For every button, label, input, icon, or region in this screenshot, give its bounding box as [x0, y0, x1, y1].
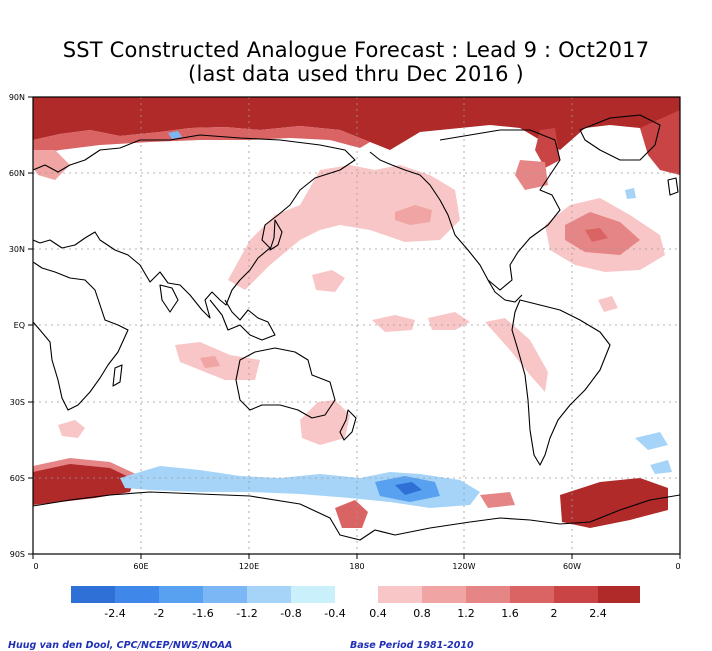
legend-label-neg-2: -2	[154, 607, 165, 620]
north-pacific-warm-anomaly	[228, 165, 460, 290]
legend-swatch-pos-4	[510, 586, 554, 603]
new-zealand-coastline	[339, 409, 357, 441]
south-america-coastline	[511, 299, 611, 466]
southern-ocean-warm-atlantic-sector	[33, 462, 135, 505]
lat-label-90s: 90S	[10, 550, 25, 559]
southeast-asia-coastline	[209, 299, 276, 341]
lat-label-eq: EQ	[14, 321, 25, 330]
indian-ocean-core	[200, 356, 220, 368]
legend-swatch-neg-2	[115, 586, 159, 603]
legend-swatch-pos-6	[598, 586, 640, 603]
chart-title: SST Constructed Analogue Forecast : Lead…	[62, 38, 650, 62]
legend-label-pos-2-4: 2.4	[589, 607, 607, 620]
southwest-pacific-warm-anomaly	[300, 400, 350, 445]
legend-negative-swatches	[71, 586, 335, 603]
lon-label-60w: 60W	[563, 562, 581, 571]
equatorial-pacific-warm	[372, 315, 415, 332]
legend-label-neg-0-4: -0.4	[324, 607, 345, 620]
north-atlantic-cool-spot	[625, 188, 636, 199]
latitude-labels: 90N 60N 30N EQ 30S 60S 90S	[9, 93, 25, 559]
lon-label-120w: 120W	[452, 562, 475, 571]
greenland-warm-anomaly	[640, 110, 680, 175]
base-period-note: Base Period 1981-2010	[350, 640, 474, 651]
arctic-warm-anomaly	[33, 97, 680, 152]
south-atlantic-cool-patch	[635, 432, 668, 450]
legend-label-pos-0-8: 0.8	[413, 607, 431, 620]
madagascar-coastline	[112, 364, 123, 387]
barents-warm-anomaly	[33, 150, 70, 180]
south-atlantic-cool-patch-2	[650, 460, 672, 474]
baffin-warm-anomaly	[535, 128, 560, 168]
legend-label-neg-0-8: -0.8	[280, 607, 301, 620]
north-america-coastline	[369, 129, 561, 291]
graticule	[33, 97, 680, 554]
legend-label-neg-1-2: -1.2	[236, 607, 257, 620]
legend-swatch-pos-2	[422, 586, 466, 603]
legend-label-pos-1-2: 1.2	[457, 607, 475, 620]
southern-ocean-cool-peak	[395, 482, 422, 495]
legend-positive-swatches	[378, 586, 640, 603]
north-pacific-core	[395, 205, 432, 225]
southern-ocean-warm-fringe	[33, 458, 140, 480]
arctic-warm-fringe	[33, 126, 370, 155]
greenland-coastline	[579, 114, 661, 161]
lat-label-30s: 30S	[10, 398, 25, 407]
legend-label-pos-2: 2	[551, 607, 558, 620]
central-america-coastline	[487, 279, 523, 303]
australia-coastline	[235, 347, 336, 419]
legend-label-neg-2-4: -2.4	[104, 607, 125, 620]
legend-label-pos-1-6: 1.6	[501, 607, 519, 620]
anomaly-shading	[33, 97, 680, 528]
legend-swatch-neg-6	[291, 586, 335, 603]
chart-subtitle: (last data used thru Dec 2016 )	[188, 62, 524, 86]
legend-swatch-neg-1	[71, 586, 115, 603]
east-tropical-atlantic-warm	[598, 296, 618, 312]
lon-label-0: 0	[33, 562, 38, 571]
legend-label-neg-1-6: -1.6	[192, 607, 213, 620]
europe-asia-coastline	[33, 134, 356, 319]
japan-coastline	[269, 219, 283, 251]
lat-label-90n: 90N	[9, 93, 25, 102]
equatorial-pacific-warm-2	[428, 312, 470, 330]
legend-swatch-pos-3	[466, 586, 510, 603]
lat-label-30n: 30N	[9, 245, 25, 254]
lon-label-180: 180	[349, 562, 364, 571]
legend-labels: -2.4 -2 -1.6 -1.2 -0.8 -0.4 0.4 0.8 1.2 …	[104, 607, 606, 620]
hudson-warm-anomaly	[515, 160, 548, 190]
north-atlantic-peak	[585, 228, 608, 242]
southern-ocean-warm-east	[560, 478, 668, 528]
lat-label-60s: 60S	[10, 474, 25, 483]
legend-swatch-pos-5	[554, 586, 598, 603]
lat-label-60n: 60N	[9, 169, 25, 178]
india-coastline	[159, 284, 179, 313]
lon-label-0-east: 0	[675, 562, 680, 571]
east-pacific-warm-plume	[485, 318, 548, 392]
legend-swatch-pos-1	[378, 586, 422, 603]
longitude-labels: 0 60E 120E 180 120W 60W 0	[33, 562, 680, 571]
lon-label-60e: 60E	[133, 562, 148, 571]
legend-label-pos-0-4: 0.4	[369, 607, 387, 620]
central-pacific-warm-patch	[312, 270, 345, 292]
coastlines	[33, 114, 680, 541]
author-credit: Huug van den Dool, CPC/NCEP/NWS/NOAA	[8, 640, 233, 651]
color-legend: -2.4 -2 -1.6 -1.2 -0.8 -0.4 0.4 0.8 1.2 …	[71, 586, 640, 620]
africa-coastline	[33, 261, 129, 411]
arctic-cool-spot	[168, 131, 182, 139]
axis-ticks	[28, 96, 681, 559]
lon-label-120e: 120E	[239, 562, 259, 571]
ross-sea-warm-anomaly	[335, 500, 368, 528]
legend-swatch-neg-3	[159, 586, 203, 603]
legend-swatch-neg-4	[203, 586, 247, 603]
antarctica-coastline	[33, 491, 680, 541]
uk-coastline	[667, 177, 679, 196]
south-atlantic-warm-patch	[58, 420, 85, 438]
legend-swatch-neg-5	[247, 586, 291, 603]
southern-ocean-warm-east-fringe	[480, 492, 515, 508]
